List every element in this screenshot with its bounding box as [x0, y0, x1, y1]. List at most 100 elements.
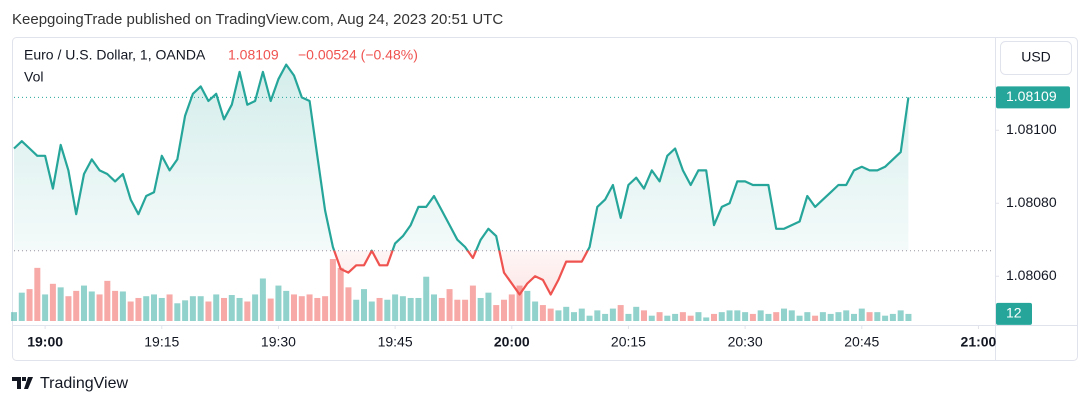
- volume-bar: [734, 310, 741, 321]
- volume-bar: [851, 313, 857, 321]
- volume-bar: [532, 301, 539, 321]
- x-tick-label: 19:45: [378, 334, 413, 350]
- volume-bar: [889, 313, 896, 321]
- volume-bar: [602, 313, 609, 321]
- volume-bar: [189, 296, 196, 321]
- volume-bar: [368, 301, 375, 321]
- volume-bar: [905, 313, 912, 321]
- volume-bar: [633, 306, 640, 321]
- publisher-header: KeepgoingTrade published on TradingView.…: [12, 11, 503, 28]
- volume-bar: [742, 312, 749, 321]
- x-tick-label: 20:45: [844, 334, 879, 350]
- volume-bar: [112, 290, 119, 321]
- volume-bar: [858, 308, 865, 321]
- volume-bar: [578, 308, 585, 321]
- volume-bar: [524, 290, 531, 321]
- volume-bar: [96, 294, 103, 321]
- volume-bar: [547, 308, 554, 321]
- volume-bar: [228, 295, 235, 321]
- volume-bar: [897, 310, 904, 321]
- volume-bar: [516, 285, 523, 321]
- volume-bar: [65, 296, 72, 321]
- volume-bar: [765, 313, 772, 321]
- volume-bar: [703, 317, 710, 321]
- volume-bar: [423, 276, 430, 321]
- volume-bar: [306, 294, 313, 321]
- volume-bar: [757, 310, 764, 321]
- volume-bar: [726, 310, 733, 321]
- volume-bar: [555, 310, 562, 321]
- volume-bar: [34, 267, 41, 321]
- volume-bar: [213, 294, 220, 321]
- volume-bar: [158, 297, 165, 321]
- volume-bar: [617, 305, 624, 321]
- volume-bar: [376, 297, 383, 321]
- volume-bar: [81, 285, 87, 321]
- last-price-label: 1.08109: [1006, 88, 1057, 104]
- volume-bar: [493, 305, 500, 321]
- volume-bar: [446, 289, 453, 321]
- volume-bar: [625, 313, 632, 321]
- volume-bar: [843, 310, 850, 321]
- volume-bar: [182, 300, 189, 321]
- volume-bar: [882, 315, 889, 321]
- currency-button[interactable]: [1000, 41, 1072, 75]
- baseline-area: [14, 64, 909, 295]
- y-tick-label: 1.08080: [1006, 194, 1057, 210]
- last-volume-label: 12: [1006, 305, 1022, 321]
- volume-bar: [392, 294, 399, 321]
- volume-bar: [259, 278, 266, 321]
- volume-bar: [586, 315, 593, 321]
- x-tick-label: 19:30: [261, 334, 296, 350]
- volume-bar: [415, 297, 422, 321]
- volume-bar: [73, 290, 80, 321]
- symbol-title: Euro / U.S. Dollar, 1, OANDA: [24, 47, 206, 63]
- volume-bar: [695, 312, 702, 321]
- volume-bar: [571, 312, 577, 321]
- volume-bar: [174, 303, 181, 321]
- currency-label: USD: [1021, 49, 1051, 65]
- volume-bar: [353, 299, 360, 321]
- volume-bar: [399, 296, 406, 321]
- volume-bar: [11, 312, 17, 321]
- logo-icon: [12, 377, 33, 389]
- volume-bar: [127, 301, 134, 321]
- volume-bar: [42, 294, 49, 321]
- last-price: 1.08109: [228, 47, 279, 63]
- volume-bar: [57, 287, 64, 321]
- x-tick-label: 20:15: [611, 334, 646, 350]
- volume-bar: [749, 313, 756, 321]
- volume-bar: [711, 313, 717, 321]
- volume-bar: [104, 280, 111, 321]
- chart-frame: [12, 37, 1078, 361]
- volume-bar: [407, 297, 414, 321]
- volume-bar: [641, 310, 647, 321]
- volume-bar: [501, 299, 507, 321]
- volume-bar: [345, 287, 352, 321]
- volume-bar: [609, 308, 616, 321]
- volume-bar: [819, 312, 826, 321]
- volume-bar: [656, 312, 663, 321]
- price-change: −0.00524 (−0.48%): [298, 47, 418, 63]
- volume-bar: [329, 259, 336, 321]
- volume-bar: [718, 312, 725, 321]
- x-tick-label: 19:00: [27, 334, 63, 350]
- volume-bar: [88, 291, 95, 321]
- last-volume-box: [996, 302, 1032, 325]
- volume-bar: [361, 289, 367, 321]
- volume-bar: [648, 315, 655, 321]
- volume-bar: [205, 301, 212, 321]
- price-line: [13, 63, 910, 296]
- volume-bar: [322, 296, 329, 321]
- volume-bar: [384, 299, 391, 321]
- volume-bar: [866, 312, 873, 321]
- volume-bar: [796, 315, 803, 321]
- volume-bar: [773, 312, 780, 321]
- volume-bar: [679, 312, 686, 321]
- volume-bar: [781, 308, 787, 321]
- volume-bar: [664, 315, 671, 321]
- volume-bar: [835, 312, 842, 321]
- x-tick-label: 20:30: [728, 334, 763, 350]
- volume-bar: [26, 289, 33, 321]
- volume-bar: [477, 297, 484, 321]
